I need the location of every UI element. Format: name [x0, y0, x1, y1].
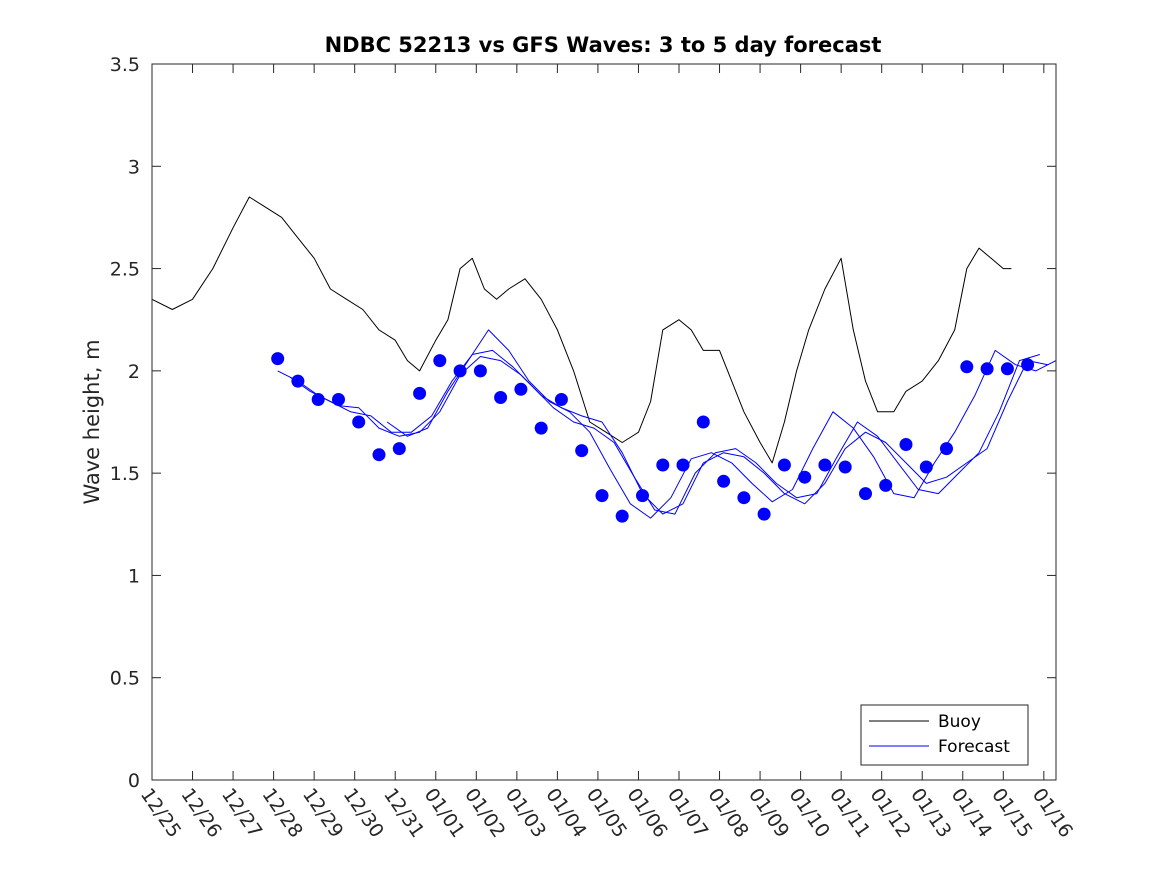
- forecast-point: [494, 391, 508, 404]
- forecast-point: [433, 354, 447, 368]
- forecast-point: [737, 491, 751, 505]
- forecast-point: [777, 458, 791, 472]
- forecast-point: [291, 374, 305, 388]
- y-axis-label: Wave height, m: [80, 339, 104, 504]
- y-tick-label: 2.5: [110, 259, 140, 281]
- forecast-point: [838, 460, 852, 474]
- y-tick-label: 2: [128, 361, 140, 383]
- forecast-marker-layer: [271, 352, 1035, 523]
- forecast-point: [372, 448, 386, 462]
- buoy-series-layer: [151, 196, 1012, 464]
- forecast-point: [332, 393, 345, 406]
- legend-box: [860, 704, 1029, 766]
- forecast-point: [534, 421, 548, 435]
- forecast-point: [696, 415, 710, 429]
- y-tick-label: 0.5: [110, 668, 140, 690]
- y-tick-label: 0: [128, 770, 140, 792]
- forecast-point: [453, 364, 467, 378]
- forecast-point: [636, 489, 649, 503]
- axes-box: [151, 63, 1057, 781]
- forecast-point: [473, 364, 487, 378]
- forecast-point: [879, 478, 893, 492]
- forecast-point: [1000, 362, 1014, 376]
- forecast-point: [960, 360, 974, 374]
- forecast-point: [413, 386, 427, 400]
- forecast-point: [575, 444, 589, 458]
- forecast-point: [798, 470, 812, 484]
- plot-area: [152, 64, 1056, 780]
- forecast-point: [595, 489, 609, 503]
- forecast-point: [717, 474, 731, 488]
- forecast-point: [818, 458, 832, 472]
- y-tick-label: 1: [128, 565, 140, 587]
- forecast-point: [271, 352, 285, 366]
- axes-background: [152, 64, 1056, 780]
- forecast-point: [514, 382, 528, 396]
- y-tick-label: 1.5: [110, 463, 140, 485]
- forecast-point: [940, 442, 953, 456]
- forecast-point: [859, 487, 872, 501]
- chart-title: NDBC 52213 vs GFS Waves: 3 to 5 day fore…: [325, 33, 882, 57]
- y-tick-label: 3: [128, 156, 140, 178]
- forecast-point: [615, 509, 629, 523]
- y-tick-label: 3.5: [110, 54, 140, 76]
- forecast-point: [919, 460, 933, 474]
- forecast-point: [676, 458, 690, 472]
- forecast-point: [311, 393, 325, 406]
- forecast-point: [1021, 358, 1035, 372]
- forecast-series-line: [289, 349, 1040, 515]
- legend: Buoy Forecast: [860, 704, 1029, 766]
- forecast-point: [352, 415, 366, 429]
- forecast-point: [656, 458, 670, 472]
- legend-forecast-label: Forecast: [938, 737, 1010, 757]
- y-axis-ticks: 0 0.5 1 1.5 2 2.5 3 3.5: [110, 54, 1056, 792]
- legend-buoy-label: Buoy: [938, 712, 981, 732]
- buoy-series-line: [151, 196, 1012, 464]
- forecast-point: [554, 393, 568, 406]
- forecast-point: [392, 442, 406, 456]
- forecast-point: [980, 362, 994, 376]
- forecast-point: [757, 507, 771, 521]
- forecast-point: [899, 438, 913, 451]
